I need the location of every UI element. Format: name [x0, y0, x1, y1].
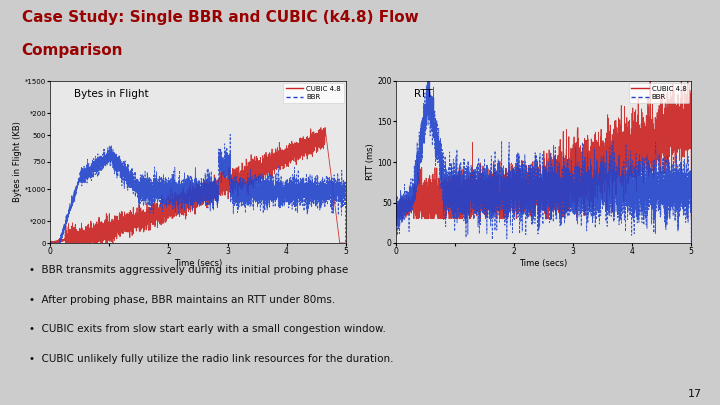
- Legend: CUBIC 4.8, BBR: CUBIC 4.8, BBR: [283, 83, 343, 103]
- Text: Bytes in Flight: Bytes in Flight: [74, 89, 148, 99]
- Text: •  CUBIC unlikely fully utilize the radio link resources for the duration.: • CUBIC unlikely fully utilize the radio…: [29, 354, 393, 364]
- X-axis label: Time (secs): Time (secs): [174, 259, 222, 268]
- Text: 17: 17: [688, 389, 702, 399]
- Text: •  After probing phase, BBR maintains an RTT under 80ms.: • After probing phase, BBR maintains an …: [29, 295, 335, 305]
- Y-axis label: Bytes in Flight (KB): Bytes in Flight (KB): [13, 122, 22, 202]
- X-axis label: Time (secs): Time (secs): [519, 259, 568, 268]
- Legend: CUBIC 4.8, BBR: CUBIC 4.8, BBR: [629, 83, 689, 103]
- Y-axis label: RTT (ms): RTT (ms): [366, 144, 374, 180]
- Text: RTT: RTT: [414, 89, 433, 99]
- Text: •  BBR transmits aggressively during its initial probing phase: • BBR transmits aggressively during its …: [29, 265, 348, 275]
- Text: Comparison: Comparison: [22, 43, 123, 58]
- Text: •  CUBIC exits from slow start early with a small congestion window.: • CUBIC exits from slow start early with…: [29, 324, 386, 335]
- Text: Case Study: Single BBR and CUBIC (k4.8) Flow: Case Study: Single BBR and CUBIC (k4.8) …: [22, 10, 418, 25]
